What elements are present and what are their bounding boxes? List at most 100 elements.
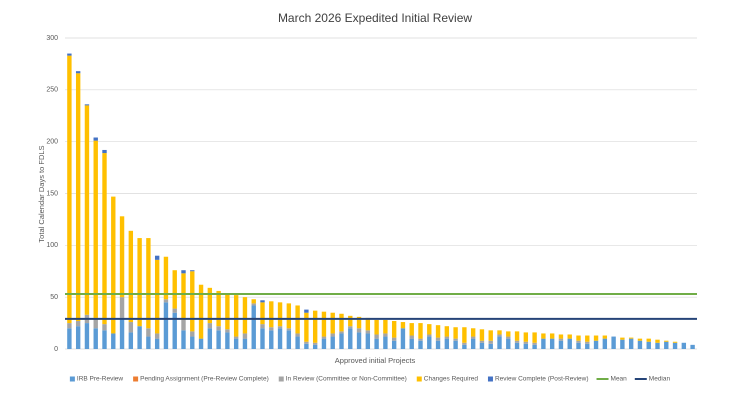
y-tick-label: 0 [54, 346, 58, 353]
bar-segment [374, 334, 379, 339]
bar-segment [356, 328, 362, 333]
bar-segment [207, 323, 213, 329]
bar-segment [462, 342, 467, 345]
bar-segment [260, 302, 265, 325]
bar-segment [295, 336, 300, 349]
bar-segment [207, 328, 213, 349]
bar-segment [260, 324, 265, 329]
bar-segment [111, 196, 116, 334]
bar-segment [146, 238, 151, 329]
bar-segment [497, 336, 502, 349]
bar-segment [435, 340, 441, 349]
bar-segment [418, 323, 423, 339]
bar-segment [163, 256, 169, 300]
bar-segment [321, 338, 327, 349]
bar-segment [198, 338, 204, 349]
bar-segment [479, 329, 485, 341]
bar-segment [497, 334, 502, 337]
bar-segment [330, 312, 335, 334]
legend-swatch [133, 376, 139, 382]
bar-segment [637, 340, 643, 349]
reference-lines [65, 293, 697, 320]
bar-segment [593, 340, 599, 349]
bar-segment [269, 301, 274, 328]
bar-segment [514, 331, 520, 341]
bar-segment [339, 333, 344, 349]
bar-segment [365, 333, 371, 349]
bar-segment [418, 340, 423, 349]
bar-segment [277, 328, 283, 349]
bar-segment [312, 344, 318, 349]
bar-segment [67, 53, 72, 56]
bar-segment [514, 342, 520, 349]
bar-segment [470, 328, 476, 337]
legend-label: Median [649, 376, 671, 383]
bar-segment [444, 336, 450, 339]
bar-segment [286, 328, 292, 331]
bar-segment [409, 335, 414, 339]
bar-segment [84, 105, 90, 315]
bar-segment [391, 340, 397, 349]
bar-segment [242, 338, 248, 349]
bar-segment [286, 330, 292, 349]
bar-segment [146, 328, 151, 337]
grid: 0 50 100 150 200 250 300 [46, 35, 697, 353]
bar-segment [655, 342, 660, 349]
bar-segment [576, 340, 581, 343]
bar-segment [479, 340, 485, 343]
bar-segment [137, 326, 142, 349]
bar-segment [593, 335, 599, 341]
bar-segment [190, 270, 195, 272]
bar-segment [681, 342, 687, 349]
bar-segment [119, 297, 125, 318]
bar-segment [75, 71, 81, 74]
bar-segment [602, 335, 608, 339]
bar-segment [304, 309, 309, 313]
bar-segment [260, 300, 265, 303]
bar-segment [541, 333, 546, 339]
bar-segment [558, 338, 564, 341]
y-tick-label: 300 [46, 35, 58, 42]
bar-segment [128, 332, 134, 349]
bar-segment [242, 333, 248, 339]
bar-segment [576, 335, 581, 341]
bar-segment [330, 336, 335, 349]
bar-segment [435, 337, 441, 341]
legend-swatch [278, 376, 284, 382]
bar-segment [251, 305, 256, 349]
y-axis-title: Total Calendar Days to FDLS [37, 145, 46, 242]
legend-label: In Review (Committee or Non-Committee) [286, 376, 407, 383]
bar-segment [190, 336, 195, 349]
bar-segment [391, 337, 397, 341]
bar-segment [523, 343, 529, 349]
legend-swatch [416, 376, 422, 382]
bar-segment [67, 328, 72, 349]
legend-label: Pending Assignment (Pre-Review Complete) [140, 376, 269, 383]
bar-segment [514, 340, 520, 343]
bar-segment [664, 340, 669, 342]
legend-label: Mean [611, 376, 628, 383]
bar-segment [163, 302, 169, 349]
bar-segment [84, 323, 90, 349]
bar-segment [620, 339, 625, 349]
bar-segment [128, 322, 134, 333]
bar-segment [646, 341, 651, 349]
bar-segment [409, 338, 414, 349]
bar-segment [277, 326, 283, 329]
bar-segment [488, 330, 493, 341]
bar-segment [418, 338, 423, 341]
bar-segment [558, 334, 564, 339]
bar-segment [242, 297, 248, 334]
bar-segment [93, 317, 98, 329]
y-tick-label: 250 [46, 87, 58, 94]
chart-title: March 2026 Expedited Initial Review [278, 11, 472, 25]
bar-segment [506, 336, 511, 339]
bar-segment [339, 313, 344, 332]
bar-segment [374, 319, 379, 335]
bar-segment [628, 338, 634, 349]
bar-segment [233, 338, 239, 349]
bar-segment [470, 338, 476, 349]
bar-segment [330, 333, 335, 337]
bar-segment [321, 311, 327, 337]
